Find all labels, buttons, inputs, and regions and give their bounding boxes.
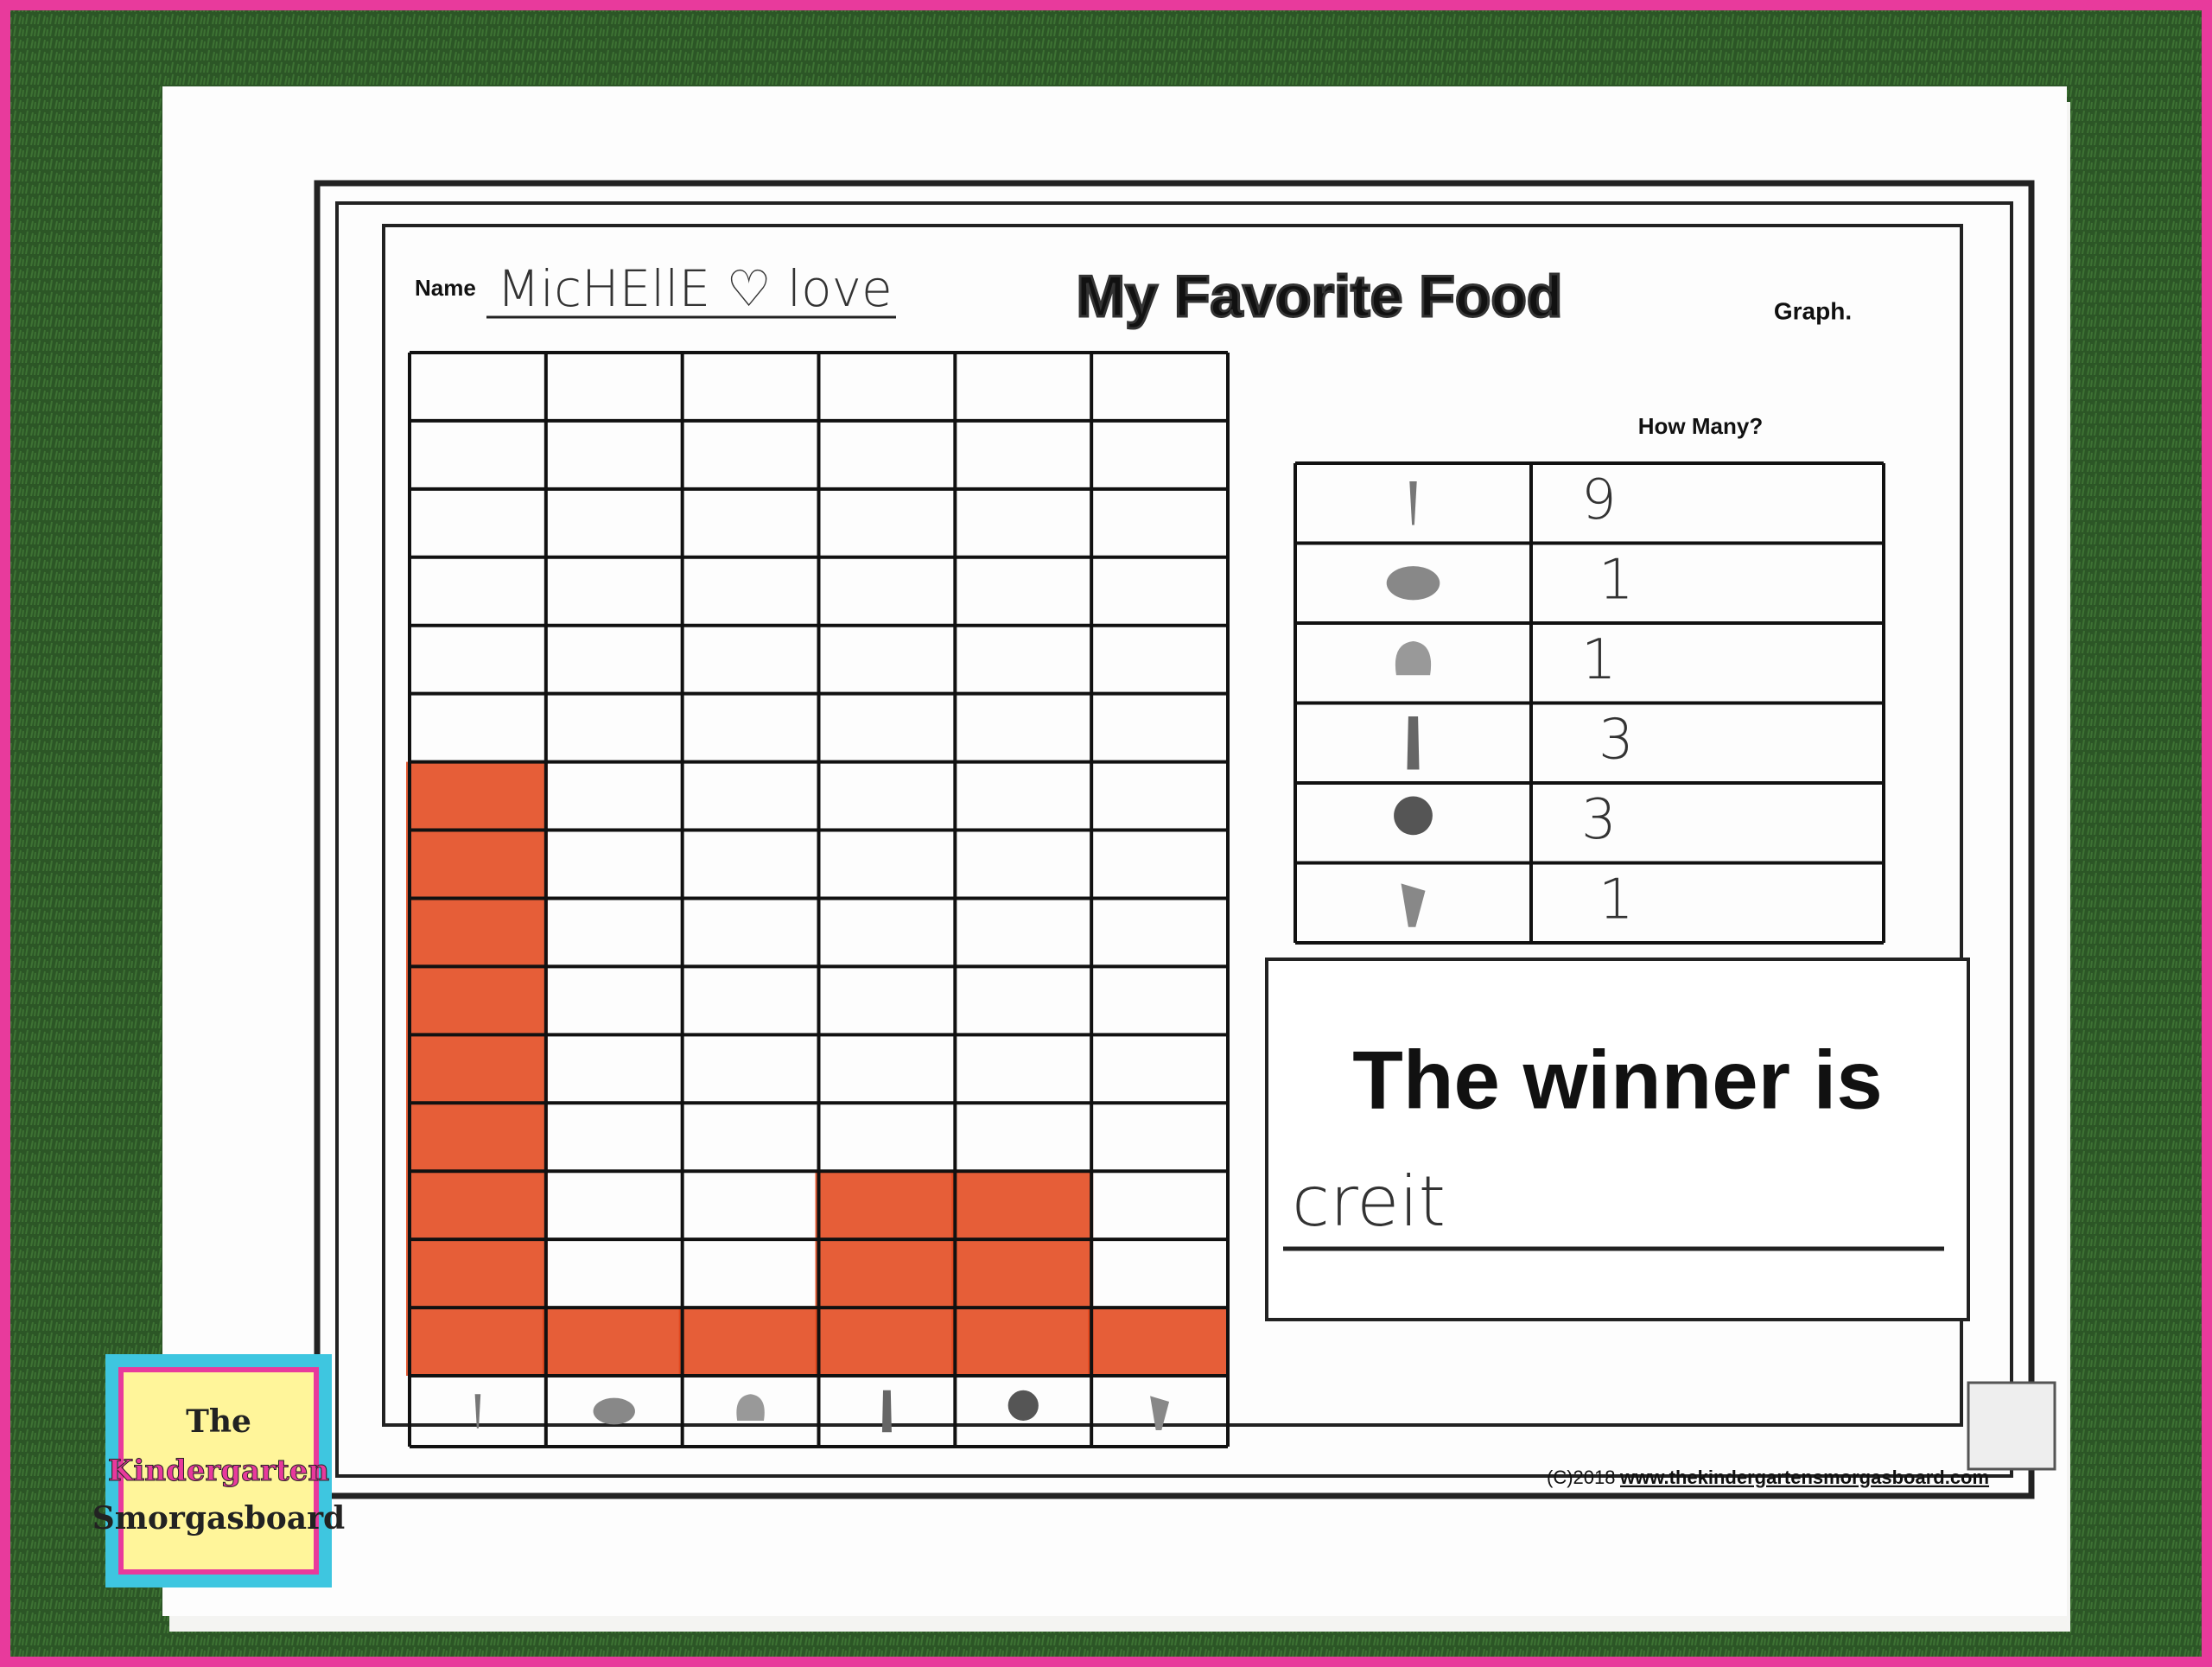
logo-text: Smorgasboard [92,1500,345,1537]
food-icon [1007,1390,1039,1421]
food-icon [1386,566,1440,601]
food-icon-shape [1407,716,1420,770]
food-icon [1395,641,1432,676]
food-icon [1409,481,1417,525]
food-icon-shape [1401,883,1426,927]
logo-text: The [186,1403,251,1440]
outer-frame [314,180,2035,1499]
food-icon-shape [1395,641,1432,676]
crayon-bar [678,1308,821,1376]
winner-box [1265,958,1970,1321]
small-logo [1967,1381,2056,1471]
inner-frame [382,224,1963,1427]
crayon-bar [1088,1308,1230,1376]
food-icon-shape [881,1390,892,1433]
crayon-bar [815,1171,957,1376]
subtitle: Graph. [1774,297,1852,324]
food-icon [474,1394,481,1428]
tally-count: 1 [1581,628,1617,692]
middle-frame [335,201,2013,1478]
food-icon-shape [736,1394,765,1421]
food-icon [1150,1396,1170,1430]
logo-panel [118,1367,319,1575]
tally-count: 3 [1581,788,1617,852]
name-label: Name [415,275,476,301]
food-icon-shape [1386,566,1440,601]
tally-count: 3 [1599,708,1634,772]
website: www.thekindergartensmorgasboard.com [1619,1467,1989,1488]
food-icon [1407,716,1420,770]
crayon-bar [951,1171,1094,1376]
winner-label: The winner is [1352,1034,1882,1126]
food-icon-shape [593,1397,635,1425]
food-icon-shape [1150,1396,1170,1430]
crayon-bar [542,1308,684,1376]
logo-text: Kindergarten [108,1454,329,1488]
tally-count: 1 [1599,868,1634,932]
tally-count: 1 [1599,548,1634,612]
copyright: (C)2018 [1547,1467,1615,1488]
food-icon [593,1397,635,1425]
food-icon [736,1394,765,1421]
tally-header: How Many? [1638,413,1763,439]
winner-answer: creit [1292,1161,1446,1242]
tally-count: 9 [1581,468,1617,532]
worksheet-title: My Favorite Food [1077,264,1563,329]
food-icon-shape [1007,1390,1039,1421]
food-icon [1394,796,1433,836]
crayon-bar [406,761,548,1376]
food-icon [1401,883,1426,927]
student-name: MicHEllE ♡ love [497,259,893,318]
food-icon-shape [1394,796,1433,836]
food-icon-shape [1409,481,1417,525]
food-icon [881,1390,892,1433]
food-icon-shape [474,1394,481,1428]
